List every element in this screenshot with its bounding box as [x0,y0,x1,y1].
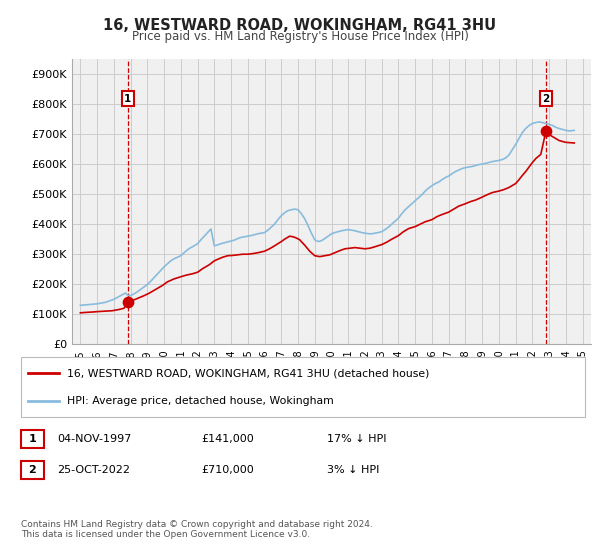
Text: 2: 2 [542,94,550,104]
Text: 1: 1 [29,434,36,444]
Text: 2: 2 [29,465,36,475]
Text: 04-NOV-1997: 04-NOV-1997 [57,434,131,444]
Text: HPI: Average price, detached house, Wokingham: HPI: Average price, detached house, Woki… [67,396,334,406]
Text: 25-OCT-2022: 25-OCT-2022 [57,465,130,475]
Point [541,127,551,136]
Text: 16, WESTWARD ROAD, WOKINGHAM, RG41 3HU: 16, WESTWARD ROAD, WOKINGHAM, RG41 3HU [103,18,497,33]
Text: £710,000: £710,000 [201,465,254,475]
Text: 16, WESTWARD ROAD, WOKINGHAM, RG41 3HU (detached house): 16, WESTWARD ROAD, WOKINGHAM, RG41 3HU (… [67,368,429,378]
Text: £141,000: £141,000 [201,434,254,444]
Point [123,297,133,306]
Text: Price paid vs. HM Land Registry's House Price Index (HPI): Price paid vs. HM Land Registry's House … [131,30,469,43]
Text: 17% ↓ HPI: 17% ↓ HPI [327,434,386,444]
Text: 1: 1 [124,94,131,104]
Text: 3% ↓ HPI: 3% ↓ HPI [327,465,379,475]
Text: Contains HM Land Registry data © Crown copyright and database right 2024.
This d: Contains HM Land Registry data © Crown c… [21,520,373,539]
